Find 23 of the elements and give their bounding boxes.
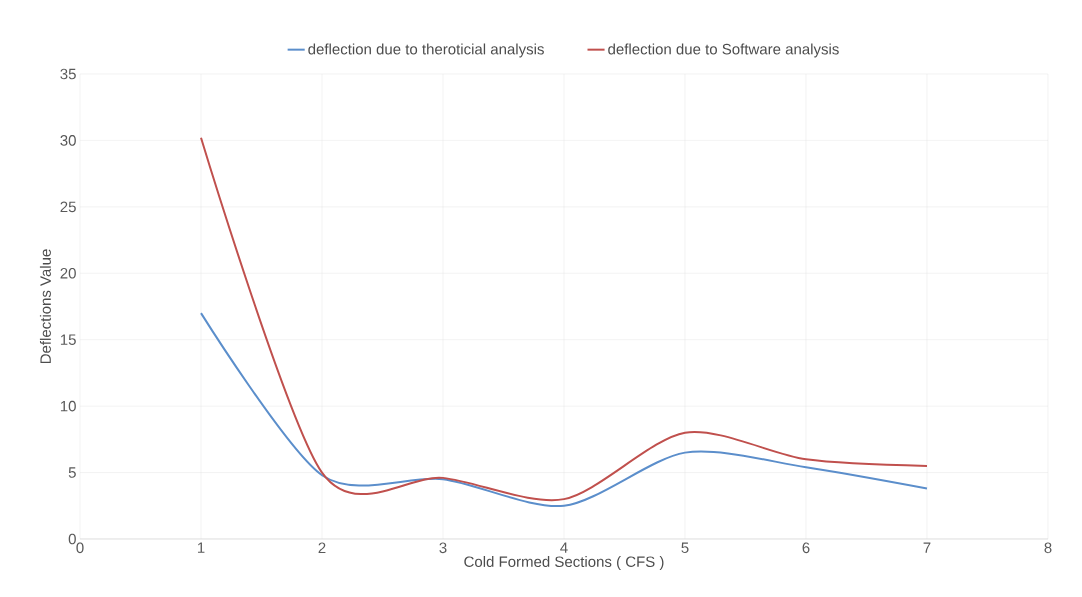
y-tick-label: 15 (60, 334, 76, 345)
line-series (200, 136, 928, 502)
x-tick-label: 7 (923, 542, 931, 553)
y-tick-label: 25 (60, 201, 76, 213)
legend-label: deflection due to theroticial analysis (308, 43, 544, 58)
x-tick-label: 2 (318, 542, 326, 553)
x-tick-label: 1 (197, 542, 205, 553)
x-axis-title: Cold Formed Sections ( CFS ) (464, 556, 664, 570)
x-tick-label: 3 (439, 542, 447, 554)
legend-label: deflection due to Software analysis (608, 43, 839, 58)
y-axis-title: Deflections Value (39, 249, 51, 364)
y-tick-label: 5 (68, 467, 76, 478)
y-tick-label: 30 (60, 135, 76, 146)
y-tick-label: 10 (60, 400, 76, 412)
x-tick-label: 4 (560, 542, 568, 553)
x-tick-label: 8 (1044, 542, 1052, 554)
x-tick-label: 5 (681, 542, 689, 553)
x-tick-label: 6 (802, 542, 810, 554)
y-tick-label: 0 (68, 533, 76, 545)
x-tick-label: 0 (76, 542, 84, 554)
line-series (200, 312, 928, 507)
y-tick-label: 20 (60, 267, 76, 279)
y-tick-label: 35 (60, 68, 76, 80)
